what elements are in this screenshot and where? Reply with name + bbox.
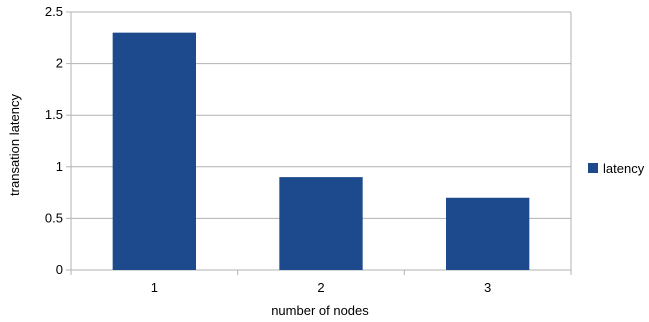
legend-label: latency — [603, 161, 645, 176]
x-tick-label: 3 — [484, 280, 491, 295]
x-tick-label: 1 — [151, 280, 158, 295]
x-tick-labels: 1 2 3 — [151, 280, 492, 295]
bar — [279, 177, 363, 270]
y-tick-label: 2 — [56, 56, 63, 71]
bar — [446, 197, 530, 270]
y-tick-labels: 0 0.5 1 1.5 2 2.5 — [45, 4, 63, 277]
bars — [112, 32, 530, 270]
bar — [112, 32, 196, 270]
y-tick-label: 1.5 — [45, 107, 63, 122]
y-tick-label: 0.5 — [45, 210, 63, 225]
y-tick-label: 1 — [56, 159, 63, 174]
x-tick-label: 2 — [317, 280, 324, 295]
legend-swatch — [588, 163, 598, 173]
legend: latency — [588, 161, 645, 176]
y-tick-label: 2.5 — [45, 4, 63, 19]
x-axis-title: number of nodes — [271, 303, 369, 318]
axes — [66, 11, 572, 275]
y-tick-label: 0 — [56, 262, 63, 277]
y-axis-title: transation latency — [7, 94, 22, 196]
